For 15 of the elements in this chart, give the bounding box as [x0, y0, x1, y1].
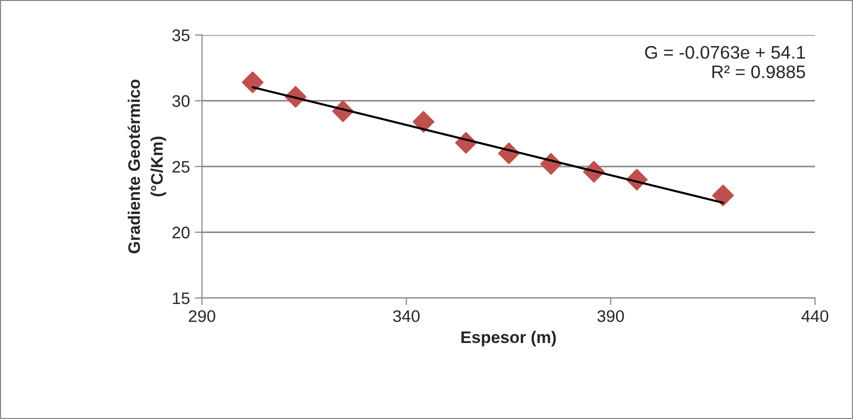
point — [712, 184, 734, 206]
point — [242, 71, 264, 94]
x-tick-label: 440 — [801, 310, 828, 322]
y-tick-label: 15 — [172, 292, 190, 304]
y-axis-title: Gradiente Geotérmico (°C/Km) — [128, 80, 166, 254]
point — [412, 110, 434, 133]
x-tick-label: 390 — [597, 310, 624, 322]
y-tick-label: 25 — [172, 160, 190, 173]
y-tick-label: 35 — [172, 29, 190, 42]
x-tick-label: 290 — [188, 310, 216, 322]
x-tick-label: 340 — [393, 310, 420, 322]
y-tick-label: 20 — [172, 226, 190, 238]
annotation: G = -0.0763e + 54.1 R² = 0.9885 — [645, 46, 806, 78]
x-axis-title: Espesor (m) — [461, 330, 556, 346]
y-tick-label: 30 — [172, 95, 190, 107]
